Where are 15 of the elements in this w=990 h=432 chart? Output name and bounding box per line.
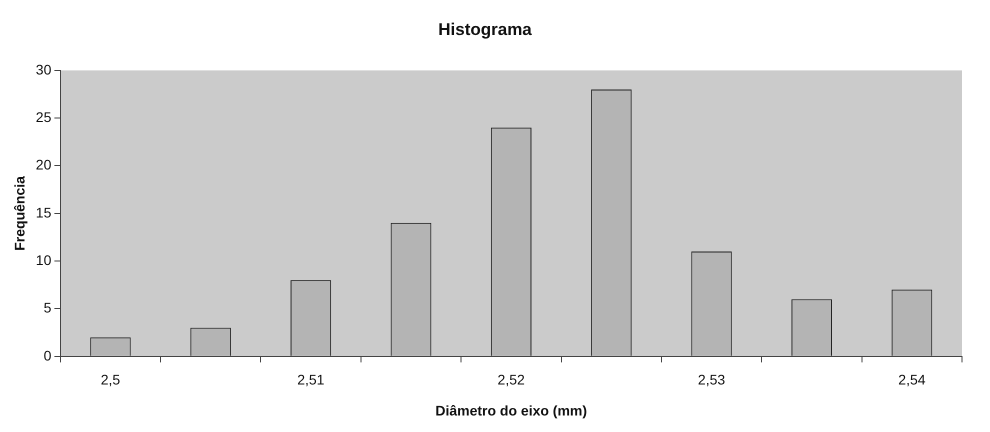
x-tick-label: 2,54: [898, 372, 926, 388]
y-tick-label: 0: [44, 347, 52, 364]
y-tick-label: 20: [36, 156, 52, 173]
y-tick-label: 10: [36, 252, 52, 268]
chart-title: Histograma: [438, 20, 532, 39]
x-tick-label: 2,5: [100, 372, 120, 388]
x-tick-label: 2,51: [297, 372, 325, 388]
y-tick-label: 25: [36, 108, 52, 125]
x-axis-title: Diâmetro do eixo (mm): [435, 402, 588, 418]
y-tick-label: 15: [36, 204, 52, 220]
y-tick-label: 5: [44, 300, 52, 316]
x-tick-label: 2,52: [498, 372, 526, 388]
x-tick-label: 2,53: [698, 372, 726, 388]
y-tick-label: 30: [36, 61, 52, 78]
y-axis-title: Frequência: [11, 176, 28, 251]
